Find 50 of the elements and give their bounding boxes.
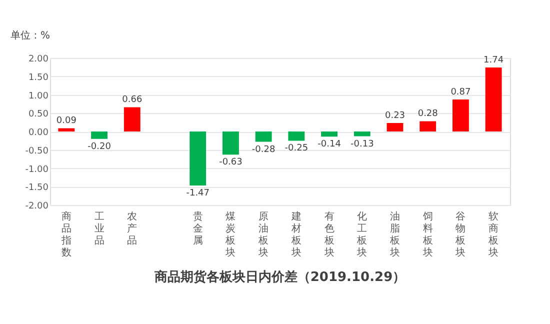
bar [222, 132, 239, 155]
x-tick-label: 农产品 [127, 212, 138, 246]
x-tick-label: 建材板块 [290, 210, 302, 258]
data-label: -0.63 [219, 158, 242, 168]
y-tick-label: -2.00 [25, 202, 49, 212]
bar [321, 132, 338, 137]
x-tick-label: 煤炭板块 [224, 210, 236, 258]
y-tick-label: -1.00 [25, 164, 49, 175]
y-tick-label: -0.50 [25, 146, 49, 156]
bar [452, 100, 469, 132]
y-tick-label: 1.00 [28, 91, 49, 102]
y-tick-label: 0.00 [28, 128, 49, 138]
bar [485, 68, 502, 132]
data-label: -0.20 [88, 142, 112, 152]
bar [354, 132, 370, 136]
x-tick-label: 油脂板块 [389, 210, 400, 258]
bar [288, 132, 305, 141]
x-tick-label: 有色板块 [323, 210, 334, 258]
x-tick-label: 谷物板块 [454, 210, 466, 258]
data-label: -0.13 [350, 139, 374, 150]
y-tick-label: 1.50 [28, 72, 49, 83]
x-tick-label: 贵金属 [192, 210, 203, 246]
bar [420, 121, 436, 132]
data-label: -1.47 [186, 188, 210, 199]
bar [91, 132, 108, 139]
x-tick-label: 商品指数 [60, 210, 72, 258]
x-tick-label: 原油板块 [258, 212, 269, 258]
y-tick-label: 0.50 [28, 110, 49, 120]
data-label: -0.28 [252, 144, 276, 155]
bar [386, 123, 404, 132]
text: 商品期货各板块日内价差（2019.10.29） [153, 269, 406, 285]
data-label: 0.87 [450, 88, 471, 98]
data-label: 0.28 [418, 109, 438, 120]
y-axis-title: 单位：% [10, 30, 50, 42]
data-label: -0.14 [318, 140, 342, 150]
data-label: -0.25 [284, 144, 308, 154]
bar [190, 132, 206, 186]
bar [255, 132, 272, 142]
bar [58, 128, 75, 132]
x-tick-label: 工业品 [94, 212, 104, 246]
data-label: 0.66 [122, 95, 142, 106]
x-tick-label: 饲料板块 [422, 212, 433, 258]
bar [124, 107, 140, 132]
data-label: 0.23 [384, 111, 406, 122]
y-tick-label: 2.00 [28, 54, 49, 64]
data-label: 0.09 [56, 116, 77, 126]
y-tick-label: -1.50 [25, 183, 49, 194]
x-tick-label: 化工板块 [356, 210, 368, 258]
x-tick-label: 软商板块 [488, 210, 499, 258]
data-label: 1.74 [484, 56, 504, 66]
